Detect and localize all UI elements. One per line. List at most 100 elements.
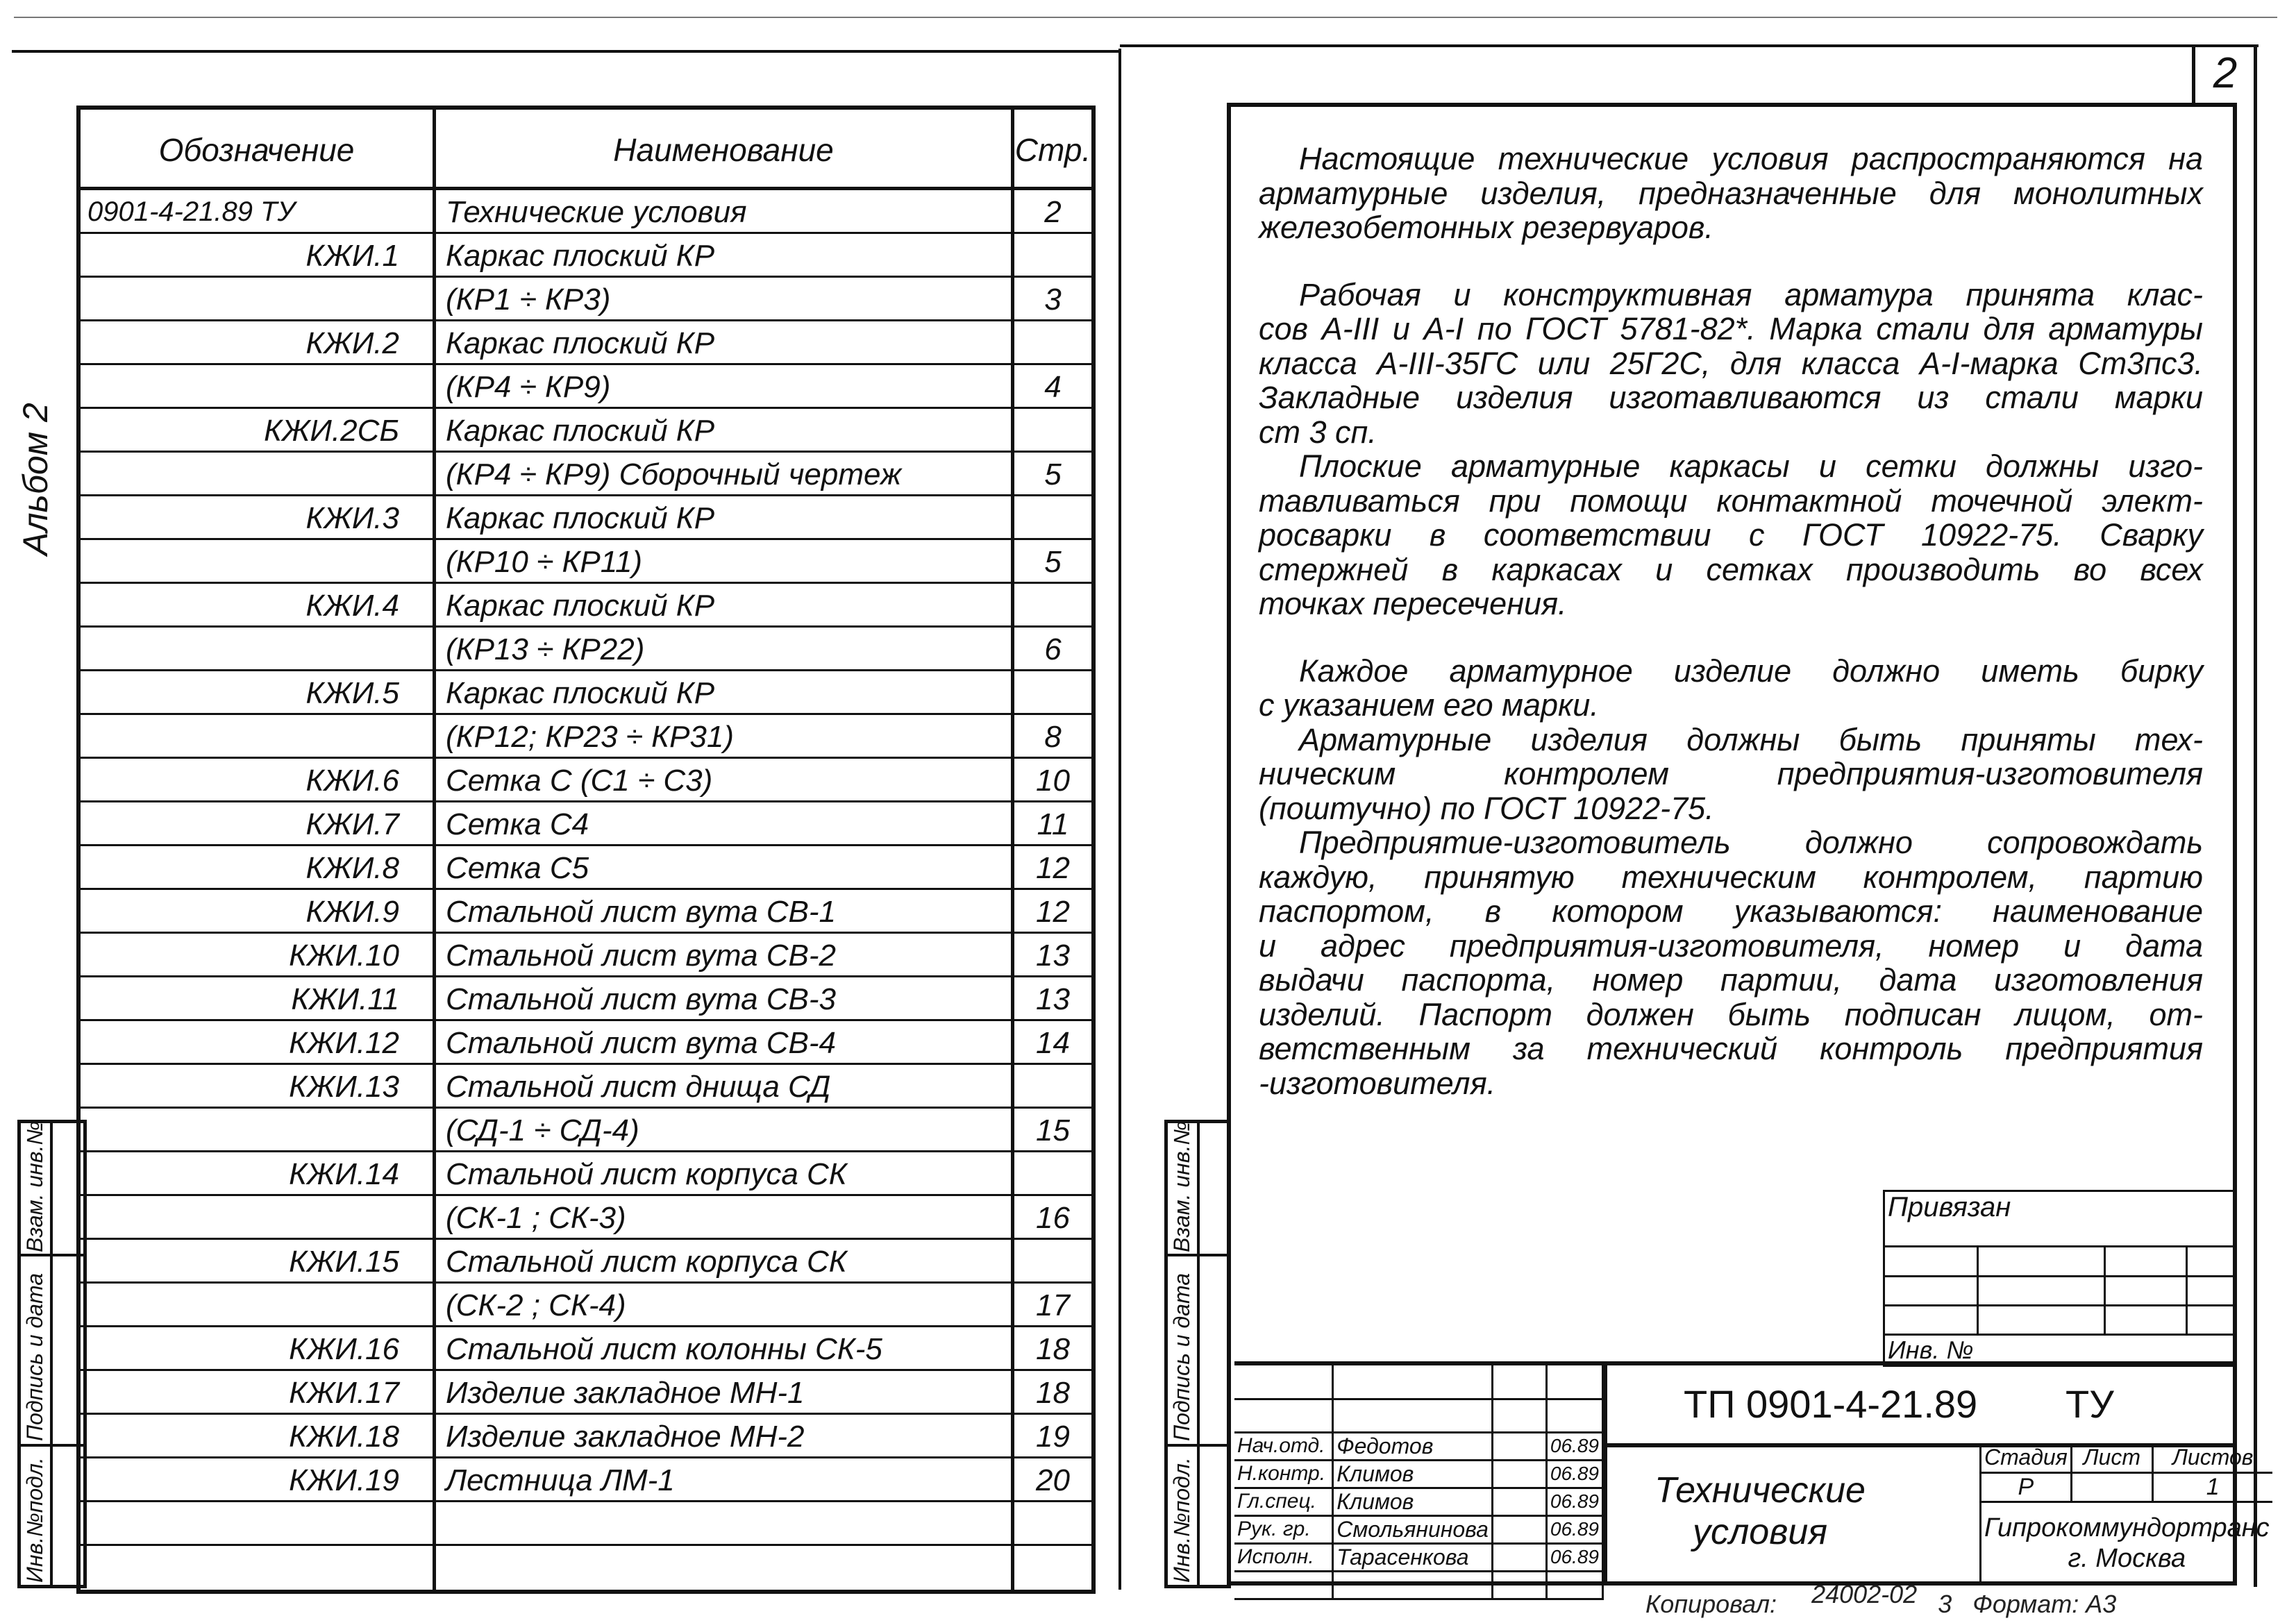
page-cell xyxy=(1014,321,1091,363)
page-cell: 6 xyxy=(1014,628,1091,669)
signature-cell xyxy=(1491,1514,1548,1545)
table-row: КЖИ.15 Стальной лист корпуса СК xyxy=(81,1240,1091,1284)
signer-row: Нач.отд. Федотов 06.89 xyxy=(1234,1431,1604,1461)
page: 11 xyxy=(1037,807,1069,841)
table-row: (КР13 ÷ КР22) 6 xyxy=(81,628,1091,671)
name-cell: Стальной лист корпуса СК xyxy=(436,1152,1014,1194)
page-cell xyxy=(1014,1546,1091,1590)
designation: КЖИ.6 xyxy=(305,764,399,798)
name: Каркас плоский КР xyxy=(446,326,715,360)
page: 20 xyxy=(1036,1463,1070,1497)
name-cell: Лестница ЛМ-1 xyxy=(436,1458,1014,1500)
page-cell xyxy=(1014,409,1091,451)
page: 17 xyxy=(1036,1288,1070,1322)
designation-cell: КЖИ.10 xyxy=(81,934,436,975)
name: (КР13 ÷ КР22) xyxy=(446,632,645,666)
name-cell: (СД-1 ÷ СД-4) xyxy=(436,1109,1014,1150)
header-name: Наименование xyxy=(613,132,834,168)
table-row: (СК-2 ; СК-4) 17 xyxy=(81,1284,1091,1327)
page: 18 xyxy=(1036,1332,1070,1366)
designation: КЖИ.12 xyxy=(289,1026,399,1060)
sheet-value xyxy=(2070,1471,2154,1503)
designation: КЖИ.11 xyxy=(291,982,399,1016)
name: Стальной лист вута СВ-4 xyxy=(446,1026,837,1060)
table-row: КЖИ.3 Каркас плоский КР xyxy=(81,496,1091,540)
name: (СК-1 ; СК-3) xyxy=(446,1201,626,1235)
signer-name xyxy=(1332,1397,1493,1433)
signer-name xyxy=(1332,1570,1493,1600)
signers-table: Нач.отд. Федотов 06.89 Н.контр. Климов 06.89 Г… xyxy=(1234,1365,1604,1600)
paragraph: Рабочая и конструктивная арматура принят… xyxy=(1259,277,2203,450)
page-cell: 14 xyxy=(1014,1021,1091,1063)
name-cell: (КР1 ÷ КР3) xyxy=(436,278,1014,319)
stage-label: Стадия xyxy=(1979,1443,2072,1474)
name: (КР10 ÷ КР11) xyxy=(446,545,643,579)
designation: КЖИ.2 xyxy=(305,326,399,360)
page: 14 xyxy=(1036,1026,1070,1060)
designation-cell: КЖИ.7 xyxy=(81,802,436,844)
table-row: КЖИ.12 Стальной лист вута СВ-4 14 xyxy=(81,1021,1091,1065)
page: 2 xyxy=(1044,195,1062,229)
designation: КЖИ.14 xyxy=(289,1157,399,1191)
table-row: (КР4 ÷ КР9) 4 xyxy=(81,365,1091,409)
paragraph: Каждое арматурное изделие должно иметь б… xyxy=(1259,653,2203,723)
signer-role: Гл.спец. xyxy=(1234,1486,1334,1517)
page: 19 xyxy=(1036,1420,1070,1454)
right-edge-line xyxy=(2254,44,2257,1587)
designation: КЖИ.16 xyxy=(289,1332,399,1366)
top-dashed-line xyxy=(14,17,2277,18)
organization-cell: Гипрокоммундортранс г. Москва xyxy=(1979,1502,2272,1584)
page-cell xyxy=(1014,1152,1091,1194)
signer-date: 06.89 xyxy=(1545,1458,1604,1489)
binding-title: Привязан xyxy=(1883,1190,2237,1247)
doc-title: Технические условия xyxy=(1654,1470,1866,1552)
text-line: и адрес предприятия-изготовителя, номер … xyxy=(1259,927,2203,964)
designation-cell: КЖИ.5 xyxy=(81,671,436,713)
name-cell: Стальной лист днища СД xyxy=(436,1065,1014,1107)
signer-row: Гл.спец. Климов 06.89 xyxy=(1234,1486,1604,1517)
page-cell xyxy=(1014,1240,1091,1281)
footer-format: Формат: А3 xyxy=(1972,1590,2117,1618)
name: Стальной лист днища СД xyxy=(446,1070,831,1104)
name: (СК-2 ; СК-4) xyxy=(446,1288,626,1322)
text-line: железобетонных резервуаров. xyxy=(1259,210,1713,245)
signer-row xyxy=(1234,1365,1604,1400)
table-row: КЖИ.2 Каркас плоский КР xyxy=(81,321,1091,365)
name-cell: Стальной лист колонны СК-5 xyxy=(436,1327,1014,1369)
text-line: (поштучно) по ГОСТ 10922-75. xyxy=(1259,790,1714,826)
page-cell xyxy=(1014,234,1091,276)
page: 18 xyxy=(1036,1376,1070,1410)
designation-cell xyxy=(81,540,436,582)
text-line: сов А-III и А-I по ГОСТ 5781-82*. Марка … xyxy=(1259,311,2203,346)
page: 4 xyxy=(1044,370,1062,404)
page-number: 2 xyxy=(2213,49,2238,97)
sheets-label: Листов xyxy=(2151,1443,2272,1474)
signer-name: Климов xyxy=(1332,1486,1493,1517)
designation-cell: 0901-4-21.89 ТУ xyxy=(81,190,436,232)
page-cell: 5 xyxy=(1014,540,1091,582)
stamp-replace-inv: Взам. инв.№ xyxy=(1169,1120,1194,1252)
text-line: с указанием его марки. xyxy=(1259,687,1599,723)
designation-cell: КЖИ.12 xyxy=(81,1021,436,1063)
page: 8 xyxy=(1044,720,1062,754)
signature-cell xyxy=(1491,1365,1548,1400)
page-cell xyxy=(1014,496,1091,538)
name-cell: Стальной лист вута СВ-3 xyxy=(436,977,1014,1019)
text-line: стержней в каркасах и сетках производить… xyxy=(1259,551,2203,587)
designation-cell: КЖИ.8 xyxy=(81,846,436,888)
name: Стальной лист корпуса СК xyxy=(446,1157,847,1191)
page-cell xyxy=(1014,584,1091,625)
table-row: КЖИ.9 Стальной лист вута СВ-1 12 xyxy=(81,890,1091,934)
table-row: КЖИ.1 Каркас плоский КР xyxy=(81,234,1091,278)
designation-cell xyxy=(81,628,436,669)
page-cell: 11 xyxy=(1014,802,1091,844)
text-line: Предприятие-изготовитель должно сопровож… xyxy=(1299,825,2203,860)
designation-cell: КЖИ.17 xyxy=(81,1371,436,1413)
table-row: (КР4 ÷ КР9) Сборочный чертеж 5 xyxy=(81,453,1091,496)
designation-cell: КЖИ.14 xyxy=(81,1152,436,1194)
name: (СД-1 ÷ СД-4) xyxy=(446,1113,639,1147)
text-line: паспортом, в котором указываются: наимен… xyxy=(1259,893,2203,929)
signature-cell xyxy=(1491,1570,1548,1600)
right-sheet-top-line xyxy=(1120,44,2259,47)
page-cell: 4 xyxy=(1014,365,1091,407)
